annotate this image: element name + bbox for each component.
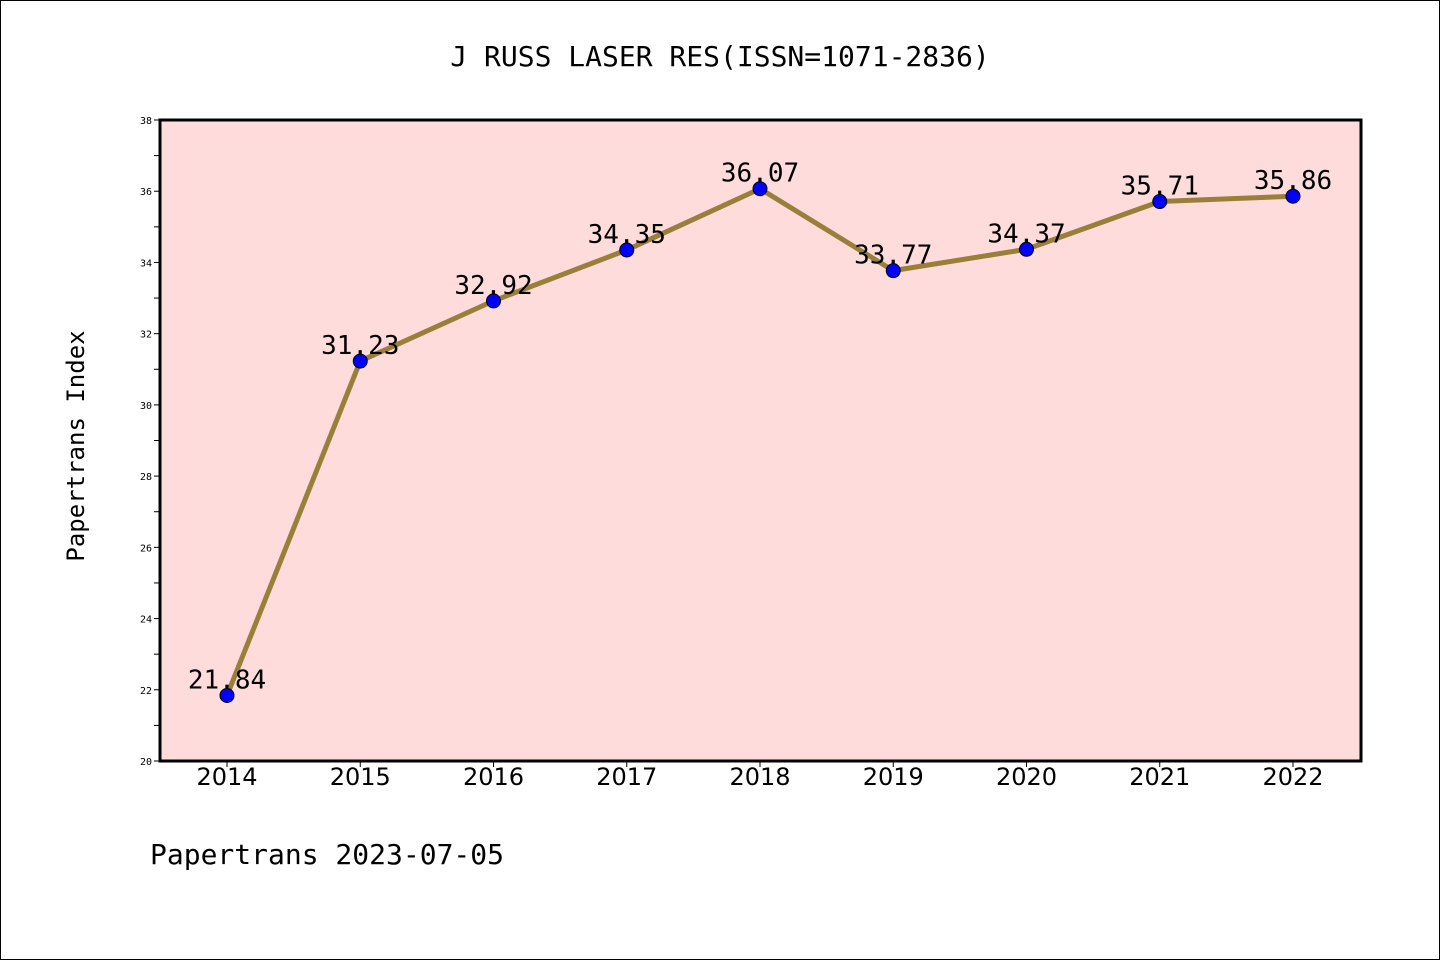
data-point: [885, 263, 901, 279]
data-point: [619, 242, 635, 258]
data-label: 36.07: [721, 159, 799, 189]
y-tick-label: 32: [140, 330, 152, 341]
y-tick-label: 28: [140, 472, 152, 483]
chart-title: J RUSS LASER RES(ISSN=1071-2836): [450, 40, 989, 73]
x-tick-label: 2020: [996, 763, 1057, 791]
data-point: [1019, 241, 1034, 257]
x-tick-label: 2018: [729, 763, 790, 791]
data-point: [752, 181, 768, 197]
data-point: [219, 687, 235, 703]
x-tick-label: 2019: [863, 763, 924, 791]
y-tick-label: 34: [140, 258, 152, 269]
data-label: 34.35: [588, 220, 666, 250]
data-points: [219, 181, 1301, 703]
footer-stamp: Papertrans 2023-07-05: [150, 838, 504, 871]
data-point: [486, 293, 501, 309]
data-label: 32.92: [454, 271, 532, 301]
y-tick-label: 26: [140, 543, 152, 554]
y-tick-label: 22: [140, 686, 152, 697]
x-tick-label: 2016: [463, 763, 524, 791]
y-tick-label: 36: [140, 187, 152, 198]
data-point: [1285, 188, 1301, 204]
x-tick-label: 2017: [596, 763, 657, 791]
data-label: 33.77: [854, 241, 932, 271]
y-axis-label: Papertrans Index: [62, 330, 90, 561]
data-label: 35.71: [1121, 172, 1199, 202]
y-tick-label: 20: [140, 757, 152, 768]
data-label: 34.37: [987, 219, 1065, 249]
x-tick-label: 2022: [1262, 763, 1323, 791]
y-tick-label: 38: [140, 116, 152, 127]
data-point: [352, 353, 368, 369]
data-point: [1152, 194, 1168, 210]
x-tick-label: 2021: [1129, 763, 1190, 791]
x-axis: 2014 2015 2016 2017 2018 2019 2020 2021 2022: [196, 761, 1324, 791]
y-tick-label: 30: [140, 401, 152, 412]
y-axis: 20 22 24 26 28 30 32 34 36 38: [140, 116, 160, 768]
data-labels: 21.84 31.23 32.92 34.35 36.07 33.77 34.37 35.71…: [188, 159, 1332, 696]
data-label: 31.23: [321, 331, 399, 361]
data-label: 21.84: [188, 665, 266, 695]
y-tick-label: 24: [140, 615, 152, 626]
data-label: 35.86: [1254, 166, 1332, 196]
plot-area: [158, 118, 1363, 763]
x-tick-label: 2015: [330, 763, 391, 791]
x-tick-label: 2014: [196, 763, 257, 791]
